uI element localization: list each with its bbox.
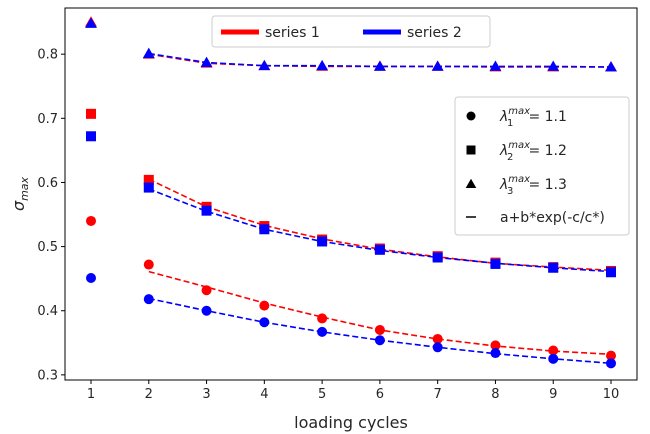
data-point-circle (548, 345, 559, 356)
x-tick-label: 8 (491, 387, 499, 402)
data-point-circle (259, 300, 270, 311)
legend-marker-circle (466, 111, 476, 121)
data-point-circle (606, 358, 616, 369)
x-axis-title: loading cycles (294, 413, 408, 432)
data-point-circle (490, 340, 501, 351)
data-point-circle (86, 215, 96, 226)
legend-marker-square (466, 145, 476, 155)
data-point-circle (432, 342, 443, 353)
x-tick-label: 10 (603, 387, 620, 402)
y-tick-label: 0.7 (37, 112, 58, 127)
data-point-square (490, 258, 501, 269)
data-point-square (548, 262, 559, 273)
legend-markers-box (454, 96, 630, 236)
data-point-circle (201, 305, 212, 316)
data-point-square (143, 174, 154, 185)
data-point-triangle (605, 61, 617, 72)
data-point-circle (259, 317, 270, 328)
x-tick-label: 1 (87, 387, 95, 402)
legend-series: series 1 series 2 (211, 15, 491, 48)
data-point-square (374, 244, 385, 255)
x-tick-label: 2 (145, 387, 153, 402)
data-point-square (317, 236, 328, 247)
x-tick-label: 3 (202, 387, 210, 402)
y-tick-label: 0.4 (37, 304, 58, 319)
data-point-square (606, 267, 616, 278)
plot-frame (64, 7, 638, 381)
data-point-triangle (200, 56, 213, 67)
data-point-triangle (258, 59, 271, 71)
data-point-circle (490, 348, 501, 359)
data-point-circle (374, 335, 385, 346)
y-axis-title-subscript: max (18, 176, 31, 200)
x-tick-label: 9 (549, 387, 557, 402)
legend-marker-label: a+b*exp(-c/c*) (500, 210, 605, 226)
legend-marker-label: λmax 3 = 1.3 (499, 174, 567, 197)
x-tick-label: 4 (260, 387, 268, 402)
data-point-circle (143, 259, 154, 270)
data-point-circle (432, 333, 443, 344)
y-axis-title: σmax (9, 176, 31, 211)
data-point-circle (317, 326, 328, 337)
data-point-triangle (373, 60, 386, 71)
data-point-triangle (85, 17, 97, 28)
data-point-square (432, 252, 443, 263)
legend-marker-label: λmax 1 = 1.1 (499, 106, 567, 129)
data-point-circle (143, 294, 154, 305)
data-point-triangle (431, 60, 444, 71)
data-point-square (201, 205, 212, 216)
y-axis-title-symbol: σ (9, 200, 28, 211)
data-point-square (143, 182, 154, 193)
axes: 1 2 3 4 5 6 7 8 9 10 0.3 0.4 0.5 0.6 0.7 0.8 (37, 7, 638, 402)
legend-marker-label: λmax 2 = 1.2 (499, 140, 567, 163)
data-point-circle (201, 285, 212, 296)
data-point-circle (374, 324, 385, 335)
plot-area (85, 16, 617, 369)
data-point-triangle (547, 60, 560, 71)
legend-series-label: series 1 (265, 25, 320, 41)
x-tick-label: 5 (318, 387, 326, 402)
legend-markers: λmax 1 = 1.1 λmax 2 = 1.2 λmax 3 = 1.3 a+b*exp… (454, 96, 630, 236)
y-tick-label: 0.3 (37, 368, 58, 383)
data-point-triangle (316, 59, 329, 71)
data-point-circle (317, 313, 328, 324)
data-point-triangle (489, 60, 502, 71)
data-point-triangle (142, 47, 155, 58)
legend-series-label: series 2 (407, 25, 462, 41)
y-tick-label: 0.8 (37, 48, 58, 63)
y-tick-label: 0.5 (37, 240, 58, 255)
data-point-circle (606, 350, 616, 361)
data-point-circle (86, 273, 96, 284)
fit-curve (148, 178, 612, 272)
x-tick-label: 7 (434, 387, 442, 402)
legend-marker-triangle (465, 178, 477, 188)
y-tick-label: 0.6 (37, 176, 58, 191)
data-point-square (259, 224, 270, 235)
data-point-square (86, 131, 96, 142)
x-tick-label: 6 (376, 387, 384, 402)
fit-curve (148, 52, 612, 68)
data-point-square (86, 108, 96, 119)
legend-series-box (211, 15, 491, 48)
data-point-circle (548, 353, 559, 364)
